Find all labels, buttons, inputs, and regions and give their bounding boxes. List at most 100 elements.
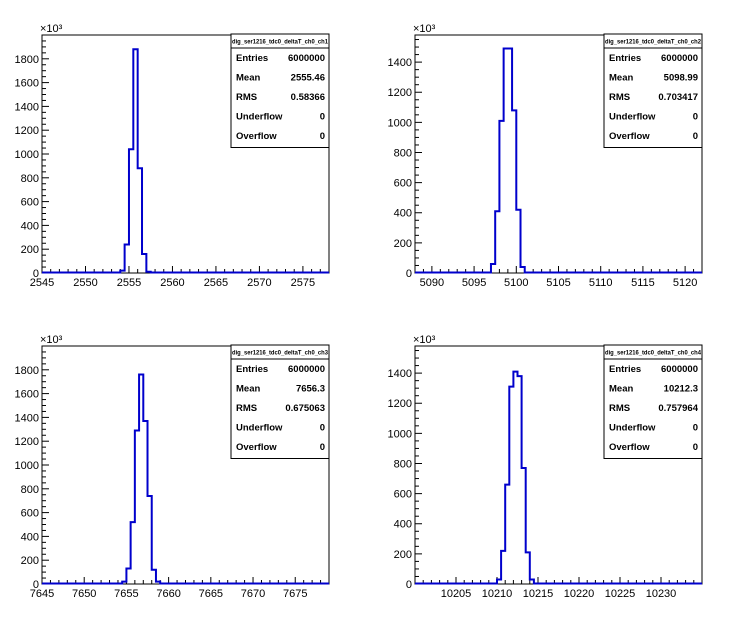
stats-value: 0 xyxy=(693,442,698,453)
histogram-bin xyxy=(135,430,139,584)
stats-box: dig_ser1216_tdc0_deltaT_ch0_ch1 Entries 60… xyxy=(230,33,330,148)
stats-value: 2555.46 xyxy=(291,73,325,84)
histogram-bin xyxy=(497,579,501,584)
stats-value: 0.58366 xyxy=(291,92,325,103)
y-tick-label: 200 xyxy=(394,238,412,250)
stats-label: Entries xyxy=(236,53,268,64)
histogram-panel: 0 200 400 600 800 1000 1200 1400 5090 5095 5100 510… xyxy=(388,23,703,289)
y-tick-label: 200 xyxy=(21,555,39,567)
stats-value: 6000000 xyxy=(288,53,325,64)
x-tick-label: 10210 xyxy=(482,588,513,600)
y-tick-label: 600 xyxy=(21,508,39,520)
histogram-line xyxy=(415,47,702,274)
x-tick-label: 2555 xyxy=(117,277,141,289)
histogram-bin xyxy=(516,210,520,273)
histogram-bin xyxy=(122,582,126,584)
stats-box-frame xyxy=(230,344,330,459)
histogram-bin xyxy=(508,49,512,273)
histogram-bin xyxy=(120,271,124,273)
y-tick-label: 1400 xyxy=(15,101,39,113)
y-tick-label: 800 xyxy=(21,173,39,185)
y-tick-label: 1800 xyxy=(15,54,39,66)
x-tick-label: 2550 xyxy=(73,277,97,289)
x-tick-label: 5110 xyxy=(589,277,613,289)
y-tick-label: 200 xyxy=(394,549,412,561)
histogram-bin xyxy=(133,49,137,273)
x-tick-label: 10205 xyxy=(441,588,472,600)
x-tick-label: 7675 xyxy=(283,588,307,600)
y-tick-label: 1000 xyxy=(388,117,412,129)
y-tick-label: 1400 xyxy=(15,412,39,424)
histogram-line xyxy=(42,48,329,274)
y-tick-label: 1600 xyxy=(15,389,39,401)
x-tick-label: 10215 xyxy=(523,588,554,600)
stats-box: dig_ser1216_tdc0_deltaT_ch0_ch4 Entries 60… xyxy=(603,344,703,459)
stats-label: Entries xyxy=(609,364,641,375)
x-tick-label: 7650 xyxy=(72,588,96,600)
y-tick-label: 600 xyxy=(21,197,39,209)
stats-label: Overflow xyxy=(236,131,277,142)
histogram-bin xyxy=(156,582,160,584)
histogram-bin xyxy=(504,49,508,273)
histogram-line xyxy=(42,373,329,585)
histogram-title: dig_ser1216_tdc0_deltaT_ch0_ch4 xyxy=(605,351,702,357)
y-tick-label: 600 xyxy=(394,489,412,501)
y-tick-label: 1600 xyxy=(15,78,39,90)
x-tick-label: 10225 xyxy=(605,588,636,600)
y-tick-label: 1800 xyxy=(15,365,39,377)
y-tick-label: 1200 xyxy=(15,436,39,448)
stats-value: 10212.3 xyxy=(664,384,698,395)
y-tick-label: 1200 xyxy=(388,87,412,99)
x-tick-label: 7660 xyxy=(156,588,180,600)
y-multiplier: ×10³ xyxy=(40,334,63,346)
y-tick-label: 1000 xyxy=(388,428,412,440)
histogram-bin xyxy=(522,468,526,584)
y-tick-label: 1200 xyxy=(388,398,412,410)
y-tick-label: 0 xyxy=(33,268,39,280)
histogram-bin xyxy=(499,121,503,273)
stats-box: dig_ser1216_tdc0_deltaT_ch0_ch3 Entries 60… xyxy=(230,344,330,459)
x-tick-label: 7645 xyxy=(30,588,54,600)
x-tick-label: 2570 xyxy=(247,277,271,289)
stats-value: 0 xyxy=(693,423,698,434)
stats-label: Mean xyxy=(609,384,633,395)
histogram-bin xyxy=(129,149,133,273)
histogram-panel: 0 200 400 600 800 1000 1200 1400 1600 1800 2545 255… xyxy=(15,23,330,289)
y-tick-label: 0 xyxy=(406,268,412,280)
stats-value: 6000000 xyxy=(661,364,698,375)
histogram-bin xyxy=(526,552,530,584)
y-multiplier: ×10³ xyxy=(413,334,436,346)
x-tick-label: 2565 xyxy=(204,277,228,289)
histogram-title: dig_ser1216_tdc0_deltaT_ch0_ch2 xyxy=(605,40,702,46)
histogram-bin xyxy=(131,522,135,584)
histogram-bin xyxy=(146,272,150,273)
stats-label: Mean xyxy=(236,384,260,395)
stats-value: 0 xyxy=(320,423,325,434)
histogram-bin xyxy=(491,264,495,273)
stats-box-frame xyxy=(603,33,703,148)
stats-label: RMS xyxy=(609,92,630,103)
histogram-bin xyxy=(518,376,522,584)
stats-value: 5098.99 xyxy=(664,73,698,84)
stats-label: RMS xyxy=(609,403,630,414)
x-tick-label: 5105 xyxy=(546,277,570,289)
x-tick-label: 10220 xyxy=(564,588,595,600)
x-tick-label: 5120 xyxy=(673,277,697,289)
stats-label: Underflow xyxy=(236,112,283,123)
x-tick-label: 10230 xyxy=(646,588,677,600)
histogram-line xyxy=(415,370,702,585)
histogram-bin xyxy=(501,551,505,584)
y-tick-label: 400 xyxy=(21,531,39,543)
x-tick-label: 7670 xyxy=(241,588,265,600)
stats-box-frame xyxy=(603,344,703,459)
stats-value: 0.757964 xyxy=(658,403,698,414)
histogram-bin xyxy=(509,387,513,584)
histogram-bin xyxy=(125,244,129,273)
stats-value: 0 xyxy=(320,131,325,142)
histogram-bin xyxy=(143,421,147,584)
stats-value: 6000000 xyxy=(661,53,698,64)
y-tick-label: 1000 xyxy=(15,149,39,161)
x-tick-label: 2560 xyxy=(160,277,184,289)
stats-label: Overflow xyxy=(609,131,650,142)
